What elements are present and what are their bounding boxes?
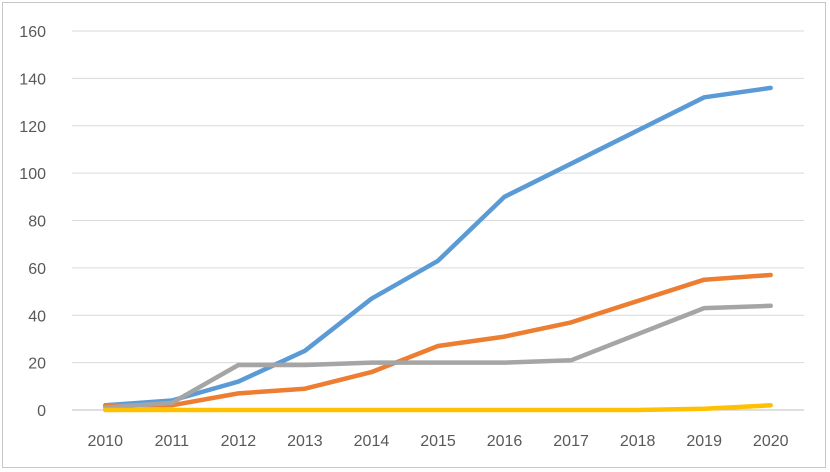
y-tick-label: 100 (19, 166, 46, 183)
series-line-3 (103, 303, 773, 410)
x-tick-label: 2017 (553, 433, 589, 450)
y-tick-label: 20 (28, 356, 46, 373)
gridlines (72, 30, 804, 411)
x-axis-ticks: 2010 2011 2012 2013 2014 2015 2016 2017 2018 2019… (87, 433, 788, 450)
y-tick-label: 80 (28, 214, 46, 231)
x-tick-label: 2012 (221, 433, 257, 450)
y-tick-label: 140 (19, 71, 46, 88)
x-tick-label: 2010 (87, 433, 123, 450)
x-tick-label: 2015 (420, 433, 456, 450)
y-tick-label: 60 (28, 261, 46, 278)
x-tick-label: 2018 (620, 433, 656, 450)
y-tick-label: 160 (19, 24, 46, 41)
y-tick-label: 120 (19, 119, 46, 136)
x-tick-label: 2020 (753, 433, 789, 450)
x-tick-label: 2016 (487, 433, 523, 450)
x-tick-label: 2013 (287, 433, 323, 450)
x-tick-label: 2014 (354, 433, 390, 450)
series-line-1 (103, 85, 773, 408)
series-lines (103, 85, 773, 413)
series-line-4 (103, 403, 773, 413)
series-line-2 (103, 272, 773, 408)
y-tick-label: 0 (37, 403, 46, 420)
y-tick-label: 40 (28, 308, 46, 325)
y-axis-ticks: 0 20 40 60 80 100 120 140 160 (19, 24, 46, 420)
x-tick-label: 2019 (686, 433, 722, 450)
x-tick-label: 2011 (155, 433, 190, 450)
